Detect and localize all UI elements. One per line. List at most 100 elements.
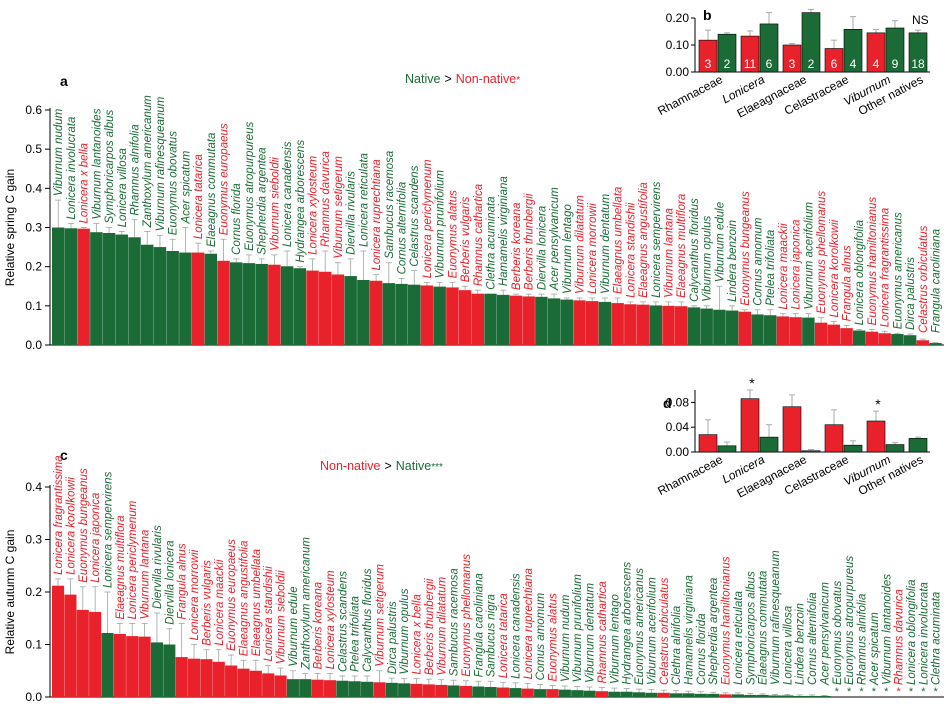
sample-size-label: 2 — [808, 57, 815, 71]
y-tick-label: 0.0 — [25, 690, 42, 704]
species-label: Frangula alnus — [842, 245, 854, 321]
bar — [150, 642, 164, 697]
bar — [865, 331, 879, 345]
y-tick-label: 0.2 — [25, 585, 42, 599]
species-label: Viburnum lantanoides — [881, 574, 893, 685]
y-tick-label: 0.04 — [666, 420, 690, 434]
species-label: Viburnum dentatum — [585, 582, 597, 683]
species-label: Euonymus obovatus — [168, 131, 180, 235]
species-label: Lonicera oblongifolia — [906, 580, 918, 686]
bar — [293, 268, 307, 345]
species-label: Shepherdia argentea — [257, 147, 269, 254]
species-label: Elaeagnus multiflora — [676, 194, 688, 298]
bar — [546, 689, 559, 697]
species-label: Celastrus scandens — [409, 165, 421, 266]
bar — [759, 436, 779, 453]
species-label: Cornus alternifolia — [807, 592, 819, 685]
bar — [410, 683, 423, 697]
bar — [740, 35, 760, 73]
species-label: Viburnum lentago — [562, 203, 574, 294]
annotation-native-text: Native — [396, 459, 431, 473]
species-label: Ptelea trifoliata — [350, 596, 362, 672]
bar — [204, 253, 218, 345]
bar — [744, 694, 757, 697]
bar — [497, 294, 510, 345]
zero-star: * — [909, 686, 914, 698]
bar — [573, 300, 586, 345]
bar — [458, 290, 472, 345]
species-label: Acer pensylvanicum — [549, 187, 561, 291]
y-tick-label: 0.2 — [25, 260, 42, 274]
bar — [447, 685, 460, 697]
species-label: Viburnum sieboldii — [276, 570, 288, 664]
bar — [249, 670, 262, 697]
species-label: Cornus florida — [696, 613, 708, 685]
sample-size-label: 2 — [724, 57, 731, 71]
species-label: Lonicera korolkowii — [829, 219, 841, 317]
bar — [764, 315, 777, 345]
species-label: Rhamnus cathartica — [473, 184, 485, 286]
bar — [497, 687, 510, 697]
species-label: Euonymus hamiltonianus — [867, 197, 879, 326]
bar — [141, 244, 154, 345]
species-label: Viburnum lantanoides — [91, 108, 103, 219]
bar — [373, 682, 386, 697]
bar — [179, 252, 192, 345]
bar — [357, 279, 370, 345]
bar — [649, 305, 663, 345]
bar — [885, 27, 905, 73]
species-label: Viburnum acerifolium — [646, 577, 658, 685]
species-label: Viburnum acerifolium — [803, 201, 815, 309]
y-axis-title: Relative spring C gain — [3, 169, 17, 286]
species-label: Zanthoxylum americanum — [300, 537, 312, 671]
bar — [299, 679, 312, 697]
species-label: Lonicera standishii — [625, 202, 637, 298]
bar — [717, 33, 737, 73]
zero-star: * — [896, 686, 901, 698]
bar — [802, 317, 815, 345]
bar — [331, 274, 345, 345]
zero-star: * — [835, 686, 840, 698]
bar — [558, 689, 571, 697]
bar — [153, 247, 167, 345]
significance-star: * — [749, 375, 755, 391]
panel-letter: d — [663, 395, 672, 411]
bar — [175, 657, 188, 697]
species-label: Elaeagnus angustifolia — [238, 541, 250, 657]
bar — [163, 644, 176, 697]
bar — [408, 284, 421, 345]
bar — [395, 283, 408, 345]
bar — [768, 695, 782, 697]
annotation-sig: * — [516, 75, 520, 86]
species-label: Acer pensylvanicum — [819, 582, 831, 686]
y-tick-label: 0.3 — [25, 533, 42, 547]
species-label: Berberis vulgaris — [201, 560, 213, 646]
bar — [191, 252, 205, 345]
bar — [645, 692, 658, 697]
species-label: Lonicera maackii — [214, 559, 226, 646]
bar — [776, 316, 790, 345]
species-label: Diervilla rivularis — [152, 525, 164, 609]
bar — [789, 317, 802, 345]
species-label: Dirca palustris — [387, 601, 399, 674]
sample-size-label: 4 — [850, 57, 857, 71]
species-label: Clethra acuminata — [931, 592, 943, 685]
y-tick-label: 0.0 — [25, 338, 42, 352]
y-tick-label: 0.1 — [25, 638, 42, 652]
y-tick-label: 0.4 — [25, 480, 42, 494]
bar — [827, 324, 841, 345]
bar — [595, 691, 609, 697]
significance-star: * — [875, 396, 881, 412]
species-label: Comus amomum — [535, 592, 547, 680]
bar — [101, 632, 114, 697]
bar — [719, 694, 732, 697]
species-label: Elaeagnus umbellata — [251, 549, 263, 656]
annotation-native-text: Native — [405, 72, 440, 86]
bar — [891, 334, 904, 345]
species-label: Viburnum dentatum — [600, 193, 612, 294]
bar — [200, 659, 213, 697]
species-label: Viburnum sieboldii — [269, 157, 281, 251]
species-label: Viburnum lantana — [664, 208, 676, 298]
annotation-op: > — [384, 459, 391, 473]
